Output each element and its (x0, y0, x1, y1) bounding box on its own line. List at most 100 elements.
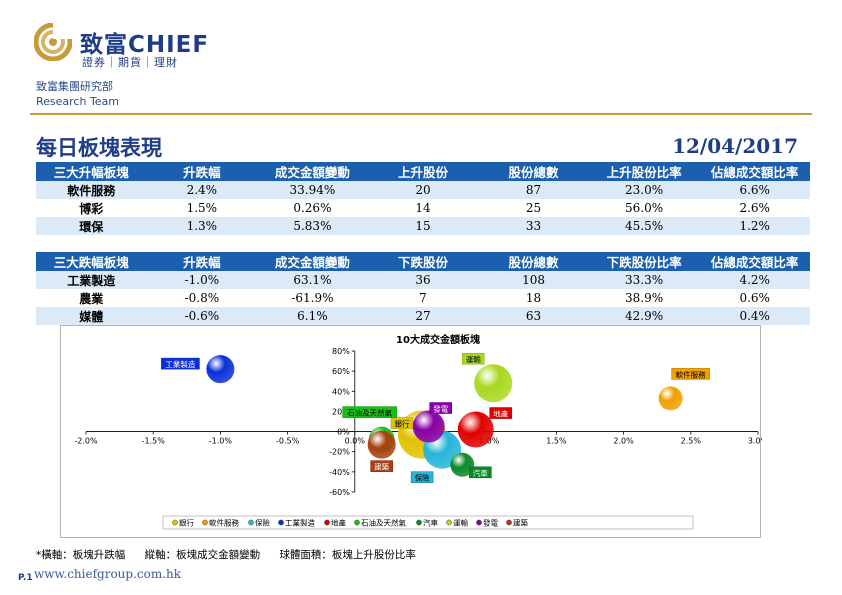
y-tick-label: 80% (332, 347, 350, 356)
column-header: 下跌股份 (367, 252, 479, 271)
legend-marker (172, 519, 178, 526)
table-cell: 87 (478, 181, 589, 199)
y-tick-label: 60% (332, 367, 350, 376)
chart-footnote: *橫軸：板塊升跌幅 縱軸：板塊成交金額變動 球體面積：板塊上升股份比率 (36, 547, 432, 562)
department-block: 致富集團研究部 Research Team (36, 79, 119, 109)
legend-marker (506, 519, 512, 526)
column-header: 三大升幅板塊 (36, 162, 147, 181)
legend-entry: 工業製造 (285, 518, 315, 528)
bubble-label-box (370, 460, 393, 472)
website-link[interactable]: www.chiefgroup.com.hk (34, 567, 182, 581)
bubble-label-box (161, 357, 200, 370)
column-header: 佔總成交額比率 (699, 162, 810, 181)
table-cell: -0.8% (146, 289, 258, 307)
x-tick-label: 2.5% (681, 437, 702, 446)
y-tick-label: -20% (329, 448, 350, 457)
table-cell: 42.9% (588, 307, 700, 325)
legend-entry: 保險 (255, 518, 270, 528)
bubble-label-box (390, 417, 414, 429)
department-name: 致富集團研究部 (36, 80, 113, 93)
table-cell: 23.0% (588, 181, 700, 199)
x-tick-label: -1.0% (209, 437, 233, 446)
page-title: 每日板塊表現 (36, 135, 162, 160)
table-cell: 20 (367, 181, 479, 199)
bubble-label: 石油及天然氣 (347, 408, 392, 418)
column-header: 股份總數 (478, 162, 589, 181)
table-row: 環保 1.3% 5.83% 15 33 45.5% 1.2% (36, 217, 810, 235)
header-divider (30, 113, 812, 115)
sector-name: 農業 (36, 289, 147, 307)
team-name: Research Team (36, 95, 120, 108)
table-row: 農業 -0.8% -61.9% 7 18 38.9% 0.6% (36, 289, 810, 307)
table-cell: 15 (367, 217, 479, 235)
table-cell: 2.6% (699, 199, 810, 217)
footnote-y-axis: 縱軸：板塊成交金額變動 (144, 549, 261, 561)
table-row: 軟件服務 2.4% 33.94% 20 87 23.0% 6.6% (36, 181, 810, 199)
company-logo: 致富CHIEF 證券｜期貨｜理財 (34, 23, 244, 69)
logo-swirl-icon (34, 23, 72, 61)
bubble-label: 軟件服務 (676, 369, 706, 379)
table-cell: 108 (478, 271, 589, 289)
table-cell: 2.4% (146, 181, 258, 199)
bubble-label-box (489, 407, 513, 419)
legend-marker (354, 519, 360, 526)
table-cell: 38.9% (588, 289, 700, 307)
table-cell: 0.4% (699, 307, 810, 325)
legend-entry: 發電 (483, 519, 498, 528)
x-tick-label: -0.5% (276, 437, 300, 446)
legend-marker (324, 519, 330, 526)
bubble-label-box (469, 466, 492, 479)
top-gainers-table: 三大升幅板塊 升跌幅 成交金額變動 上升股份 股份總數 上升股份比率 佔總成交額比率 軟件服… (36, 162, 810, 235)
legend-marker (446, 519, 452, 526)
table-cell: 27 (367, 307, 479, 325)
y-tick-label: 0% (337, 428, 350, 437)
table-cell: 1.2% (699, 217, 810, 235)
bubble-汽車 (450, 452, 475, 477)
table-row: 工業製造 -1.0% 63.1% 36 108 33.3% 4.2% (36, 271, 810, 289)
bubble-chart-canvas: 10大成交金額板塊 80% 60% 40% 20% 0% -20% -40% -60% -2.0%… (74, 333, 762, 530)
y-tick-label: 20% (332, 407, 350, 416)
column-header: 成交金額變動 (257, 252, 368, 271)
page-number: P.1 (18, 573, 33, 583)
bubble-label: 銀行 (395, 419, 410, 429)
table-cell: 7 (367, 289, 479, 307)
legend-entry: 軟件服務 (209, 518, 239, 528)
bubble-運輸 (474, 364, 513, 403)
table-row: 博彩 1.5% 0.26% 14 25 56.0% 2.6% (36, 199, 810, 217)
legend-entry: 運輸 (453, 518, 468, 528)
bubble-label: 保險 (415, 473, 430, 483)
bubble-label: 發電 (433, 405, 448, 414)
table-cell: 4.2% (699, 271, 810, 289)
sector-name: 媒體 (36, 307, 147, 325)
x-tick-label: 2.0% (613, 437, 634, 446)
legend-marker (476, 519, 482, 526)
bubble-label-box (410, 471, 434, 483)
bubble-label-box (429, 402, 453, 414)
table-cell: 63.1% (257, 271, 368, 289)
column-header: 上升股份比率 (588, 162, 700, 181)
top-losers-table: 三大跌幅板塊 升跌幅 成交金額變動 下跌股份 股份總數 下跌股份比率 佔總成交額比率 工業製… (36, 252, 810, 325)
table-header-row: 三大跌幅板塊 升跌幅 成交金額變動 下跌股份 股份總數 下跌股份比率 佔總成交額比率 (36, 252, 810, 271)
table-cell: 25 (478, 199, 589, 217)
brand-tagline: 證券｜期貨｜理財 (82, 56, 178, 69)
column-header: 成交金額變動 (257, 162, 368, 181)
sector-name: 博彩 (36, 199, 147, 217)
column-header: 股份總數 (478, 252, 589, 271)
chart-legend (162, 515, 694, 530)
table-cell: -1.0% (146, 271, 258, 289)
report-date: 12/04/2017 (672, 134, 798, 158)
x-tick-label: 3.0% (748, 437, 762, 446)
bubble-label-box (671, 368, 710, 380)
bubble-地產 (457, 411, 494, 448)
column-header: 下跌股份比率 (588, 252, 700, 271)
bubble-label: 地產 (493, 409, 508, 419)
bubble-label-box (461, 352, 485, 365)
x-tick-label: 1.5% (546, 437, 567, 446)
sector-name: 軟件服務 (36, 181, 147, 199)
legend-entry: 石油及天然氣 (361, 518, 406, 528)
bubble-label: 運輸 (466, 354, 481, 364)
y-tick-label: -40% (329, 468, 350, 477)
legend-entry: 銀行 (179, 518, 194, 528)
bubble-label: 汽車 (473, 468, 488, 478)
bubble-label: 工業製造 (165, 359, 195, 369)
